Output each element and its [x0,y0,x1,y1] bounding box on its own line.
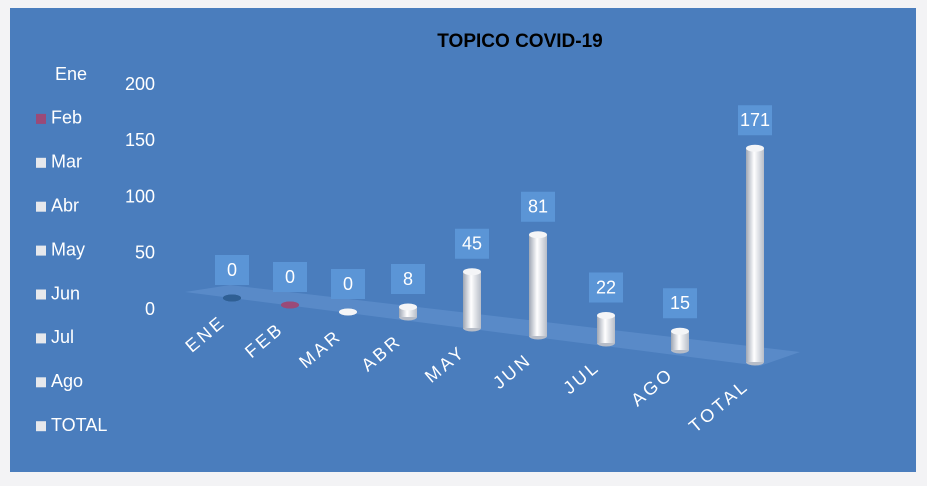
value-label: 0 [285,267,295,287]
bar [463,271,481,328]
legend-swatch [36,333,46,344]
value-label-box [663,288,697,319]
value-label: 0 [343,274,353,294]
bar [529,234,547,336]
chart-title: TOPICO COVID-19 [437,31,602,52]
bar-top [671,327,689,335]
value-label-box [521,191,555,222]
y-tick-label: 150 [125,130,155,150]
legend-label: Mar [51,152,82,172]
legend-label: Jul [51,327,74,347]
legend-label: Feb [51,108,82,128]
bar [671,331,689,350]
legend-label: Ene [55,64,87,84]
legend-swatch [36,289,46,300]
value-label: 171 [740,110,770,130]
value-label-box [215,255,249,285]
legend-swatch [36,377,46,388]
bar [597,315,615,343]
y-tick-label: 200 [125,74,155,94]
legend-label: Ago [51,371,83,391]
bar-top [399,303,417,311]
value-label-box [738,105,772,136]
legend-swatch [36,245,46,256]
y-tick-label: 0 [145,299,155,319]
value-label: 45 [462,234,482,254]
legend-label: Abr [51,195,79,215]
value-label-box [273,262,307,292]
bar-top [339,308,357,316]
bar [399,307,417,317]
value-label: 8 [403,269,413,289]
value-label: 0 [227,260,237,280]
floor [185,285,800,366]
bar-top [529,231,547,239]
bar [746,148,764,362]
y-tick-label: 100 [125,186,155,206]
legend-swatch [36,113,46,124]
bar-top [597,312,615,319]
legend-swatch [36,157,46,168]
value-label-box [331,269,365,299]
legend-swatch [36,201,46,212]
bar-top [463,268,481,276]
y-tick-label: 50 [135,243,155,263]
bar-top [223,294,241,302]
value-label: 15 [670,293,690,313]
value-label-box [391,264,425,294]
value-label: 22 [596,277,616,297]
legend-label: Jun [51,283,80,303]
value-label: 81 [528,197,548,217]
value-label-box [455,228,489,259]
bar-top [281,301,299,309]
bar-top [746,144,764,152]
legend-swatch [36,421,46,432]
legend-label: May [51,239,85,259]
value-label-box [589,272,623,303]
legend-label: TOTAL [51,415,107,435]
